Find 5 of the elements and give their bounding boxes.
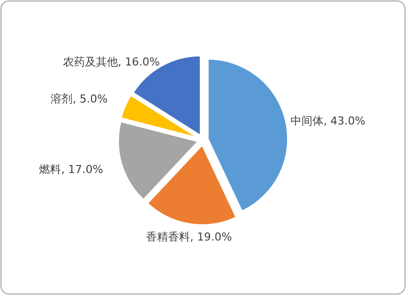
slice-label: 香精香料, 19.0% [146, 230, 232, 244]
slice-label: 中间体, 43.0% [290, 114, 366, 128]
slice-label: 农药及其他, 16.0% [62, 55, 160, 68]
slice-label: 溶剂, 5.0% [50, 92, 108, 106]
slice-label: 燃料, 17.0% [39, 163, 104, 176]
